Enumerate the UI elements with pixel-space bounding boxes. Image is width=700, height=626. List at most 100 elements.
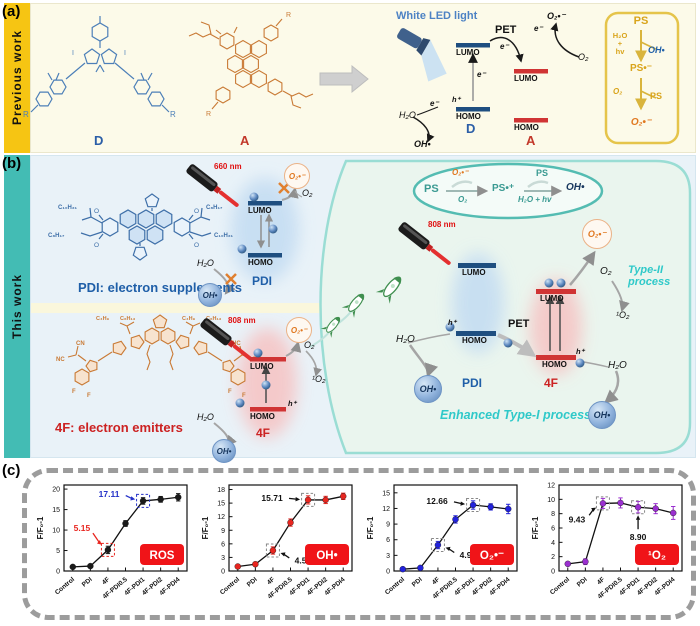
- h2o-label: H₂O: [197, 258, 214, 268]
- singlet-oxygen-label: ¹O₂: [616, 310, 630, 320]
- electron-label: e⁻: [500, 42, 509, 51]
- annotation-box: [265, 543, 280, 558]
- lumo-label-d: LUMO: [456, 48, 480, 57]
- data-point: [104, 546, 112, 554]
- data-point: [452, 516, 459, 523]
- y-axis-label: F/F₀-1: [366, 516, 375, 539]
- pdi-right-label: PDI: [462, 376, 483, 390]
- laser-660-icon: [186, 164, 239, 207]
- svg-text:C₈H₁₇: C₈H₁₇: [48, 233, 65, 239]
- panel-b-this-work: This work (b): [0, 155, 700, 463]
- homo-label-4f-right: HOMO: [542, 360, 567, 369]
- ps-superoxide-label: O₂•⁻: [630, 117, 652, 128]
- ps-oh-label: OH•: [648, 45, 665, 55]
- annotation-label: 4.53: [295, 555, 312, 565]
- svg-text:R: R: [286, 12, 291, 19]
- cycle-superoxide-label: O₂•⁻: [452, 168, 469, 177]
- panel-c-charts: (c) 0 5 10 15 20 F/F₀-1 Control PDI 4F 4F-PDI0.5 4…: [0, 462, 700, 626]
- lumo-label-4f: LUMO: [250, 362, 274, 371]
- y-axis-label: F/F₀-1: [531, 516, 540, 539]
- y-tick-label: 12: [382, 506, 390, 513]
- f4-right-label: 4F: [544, 376, 559, 390]
- chart-superoxide: 0 3 6 9 12 15 F/F₀-1 Control PDI 4F 4F-PDI0.5 4F-PD…: [364, 477, 526, 622]
- led-light-label: White LED light: [396, 10, 478, 22]
- annotation-label: 8.90: [630, 532, 647, 542]
- panel-c-label: (c): [2, 462, 21, 479]
- oh-radical-badge: OH•: [212, 439, 236, 463]
- y-tick-label: 10: [547, 497, 555, 504]
- molecule-pdi: O O O O C₁₀H₂₁ C₈H₁₇ C₈H₁₇ C₁₀H₂₁: [48, 193, 234, 261]
- molecule-donor: I I R R: [23, 16, 176, 119]
- data-point: [252, 561, 259, 568]
- svg-text:O: O: [194, 242, 199, 249]
- svg-text:O: O: [94, 242, 99, 249]
- y-tick-label: 18: [217, 487, 225, 494]
- panel-a-art: I I R R R R: [23, 11, 680, 145]
- molecule-acceptor: R R: [188, 12, 314, 118]
- x-tick-label: 4F: [431, 576, 441, 586]
- y-tick-label: 8: [551, 511, 555, 518]
- ps-h2o-hv-label: H₂O + hv: [612, 31, 628, 56]
- lumo-label-a: LUMO: [514, 74, 538, 83]
- ps-o2-label: O₂: [613, 87, 623, 96]
- x-tick-label: PDI: [411, 576, 424, 588]
- rocket-icons: [309, 276, 402, 348]
- singlet-oxygen-label: ¹O₂: [312, 374, 326, 384]
- acceptor-diagram-label: A: [526, 133, 536, 148]
- chart-badge: [470, 544, 514, 565]
- annotation-label: 15.71: [261, 493, 283, 503]
- x-tick-label: 4F: [266, 576, 276, 586]
- y-tick-label: 0: [56, 569, 60, 576]
- reaction-arrows-a: [412, 22, 580, 143]
- y-tick-label: 6: [386, 537, 390, 544]
- cycle-h2o-hv-label: H₂O + hv: [518, 195, 552, 204]
- x-tick-label: 4F-PDI4: [653, 576, 676, 597]
- h2o-label: H₂O: [399, 110, 416, 120]
- chart-badge-label: ROS: [150, 550, 175, 562]
- svg-text:NC: NC: [56, 357, 65, 363]
- x-tick-label: Control: [219, 576, 241, 596]
- x-tick-label: 4F-PDI4: [158, 576, 181, 597]
- data-point: [234, 563, 241, 570]
- y-tick-label: 3: [386, 553, 390, 560]
- cycle-oh-label: OH•: [566, 182, 585, 193]
- annotation-box: [136, 493, 151, 508]
- superoxide-label: O₂•⁻: [547, 11, 566, 21]
- f4-caption: 4F: electron emitters: [55, 420, 183, 435]
- data-point: [269, 547, 277, 554]
- y-tick-label: 6: [221, 541, 225, 548]
- x-tick-label: 4F-PDI4: [323, 576, 346, 597]
- chart-badge: [635, 544, 679, 565]
- lumo-label-pdi-right: LUMO: [462, 268, 486, 277]
- f4-energy-diagram: [213, 340, 322, 447]
- sidebar-previous-work: Previous work: [4, 3, 30, 153]
- data-point: [487, 503, 494, 511]
- o2-label: O₂: [304, 340, 315, 350]
- y-axis-label: F/F₀-1: [36, 516, 45, 539]
- panel-c-border: [22, 468, 696, 620]
- svg-text:C₁₀H₂₁: C₁₀H₂₁: [214, 233, 234, 239]
- homo-label-4f: HOMO: [250, 412, 275, 421]
- data-point: [87, 562, 94, 570]
- y-tick-label: 15: [382, 490, 390, 497]
- svg-text:C₆H₁₃: C₆H₁₃: [206, 316, 222, 322]
- data-point: [304, 496, 312, 504]
- oh-radical-badge: OH•: [198, 283, 222, 307]
- data-point: [69, 563, 76, 571]
- svg-text:NC: NC: [232, 341, 241, 347]
- x-tick-label: PDI: [81, 576, 94, 588]
- pet-label: PET: [495, 24, 517, 36]
- hole-label: h⁺: [288, 399, 297, 408]
- chart-ros: 0 5 10 15 20 F/F₀-1 Control PDI 4F 4F-PDI0.5 4F-PD…: [34, 477, 196, 622]
- donor-diagram-label: D: [466, 121, 476, 136]
- divider-band: [31, 303, 321, 313]
- svg-text:I: I: [72, 50, 74, 57]
- svg-text:C₆H₁₃: C₆H₁₃: [120, 316, 136, 322]
- y-tick-label: 15: [217, 501, 225, 508]
- y-tick-label: 3: [221, 555, 225, 562]
- y-tick-label: 15: [52, 507, 60, 514]
- x-tick-label: 4F: [101, 576, 111, 586]
- pdi-right-glow: [452, 253, 504, 353]
- chart-singlet-oxygen: 0 2 4 6 8 10 12 F/F₀-1 Control PDI 4F 4F-PDI0.5 4F-P…: [529, 477, 691, 622]
- svg-text:F: F: [242, 393, 246, 399]
